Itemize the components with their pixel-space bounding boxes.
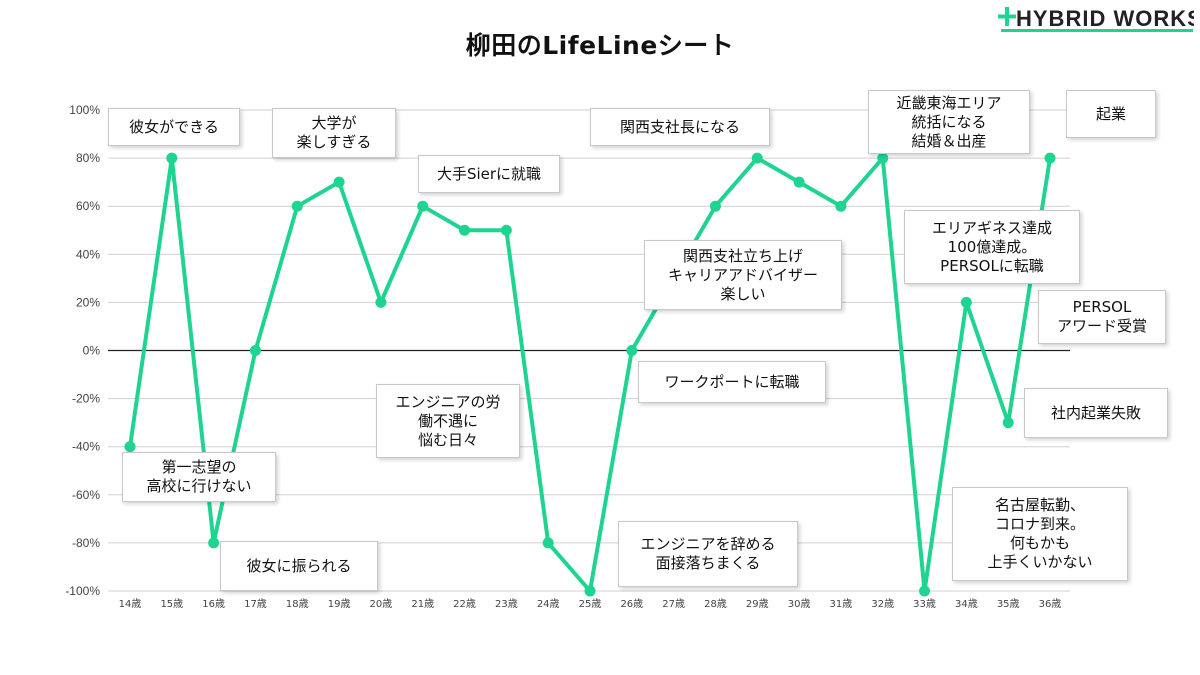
data-points <box>124 152 1056 597</box>
x-tick-label: 21歳 <box>411 598 434 610</box>
y-tick-label: 60% <box>76 199 100 213</box>
annotation-callout: エリアギネス達成 100億達成。 PERSOLに転職 <box>904 210 1080 284</box>
x-tick-label: 34歳 <box>955 598 978 610</box>
x-tick-label: 16歳 <box>202 598 225 610</box>
x-tick-label: 29歳 <box>746 598 769 610</box>
data-point <box>124 441 136 453</box>
data-point <box>375 296 387 308</box>
annotation-callout: 関西支社立ち上げ キャリアアドバイザー 楽しい <box>644 240 842 310</box>
data-point <box>877 152 889 164</box>
data-point <box>417 200 429 212</box>
x-tick-label: 26歳 <box>620 598 643 610</box>
y-tick-label: -100% <box>65 584 100 598</box>
annotation-callout: エンジニアを辞める 面接落ちまくる <box>618 521 798 587</box>
annotation-callout: 社内起業失敗 <box>1024 388 1168 438</box>
x-tick-label: 35歳 <box>997 598 1020 610</box>
data-point <box>500 224 512 236</box>
svg-text:HYBRID WORKS: HYBRID WORKS <box>1016 6 1194 31</box>
x-tick-label: 23歳 <box>495 598 518 610</box>
x-tick-label: 27歳 <box>662 598 685 610</box>
annotation-callout: 大学が 楽しすぎる <box>272 108 396 158</box>
x-tick-label: 25歳 <box>579 598 602 610</box>
x-tick-label: 15歳 <box>160 598 183 610</box>
data-point <box>249 345 261 356</box>
data-point <box>919 585 931 597</box>
annotation-callout: 大手Sierに就職 <box>418 155 560 193</box>
data-point <box>1044 152 1056 164</box>
annotation-callout: 近畿東海エリア 統括になる 結婚＆出産 <box>868 90 1030 154</box>
annotation-callout: PERSOL アワード受賞 <box>1038 290 1166 344</box>
y-tick-label: 100% <box>69 103 100 117</box>
annotation-callout: 第一志望の 高校に行けない <box>122 452 276 502</box>
x-tick-label: 22歳 <box>453 598 476 610</box>
y-tick-label: 80% <box>76 151 100 165</box>
x-tick-label: 20歳 <box>370 598 393 610</box>
chart-title: 柳田のLifeLineシート <box>465 31 735 60</box>
y-tick-label: 0% <box>83 344 101 358</box>
x-axis-ticks: 14歳 15歳 16歳 17歳 18歳 19歳 20歳 21歳 22歳 23歳 24歳 25歳 26歳 2… <box>119 598 1062 610</box>
annotation-callout: 名古屋転勤、 コロナ到来。 何もかも 上手くいかない <box>952 487 1128 581</box>
data-point <box>626 345 638 356</box>
data-point <box>1002 417 1014 429</box>
annotation-callout: 彼女に振られる <box>220 541 378 591</box>
y-tick-label: -40% <box>72 440 100 454</box>
data-point <box>960 296 972 308</box>
annotation-callout: 起業 <box>1066 90 1156 138</box>
data-point <box>333 176 345 188</box>
annotation-callout: 関西支社長になる <box>590 108 770 146</box>
x-tick-label: 32歳 <box>871 598 894 610</box>
annotation-callout: エンジニアの労 働不遇に 悩む日々 <box>376 384 520 458</box>
x-tick-label: 18歳 <box>286 598 309 610</box>
data-point <box>793 176 805 188</box>
logo-text: HYBRID WORKS <box>1016 6 1194 31</box>
data-point <box>208 537 220 549</box>
data-point <box>709 200 721 212</box>
x-tick-label: 30歳 <box>788 598 811 610</box>
y-tick-label: 40% <box>76 247 100 261</box>
x-tick-label: 14歳 <box>119 598 142 610</box>
x-tick-label: 17歳 <box>244 598 267 610</box>
data-point <box>751 152 763 164</box>
annotation-callout: 彼女ができる <box>108 108 240 146</box>
y-axis-ticks: 100% 80% 60% 40% 20% 0% -20% -40% -60% -80% -100% <box>65 103 100 598</box>
data-point <box>166 152 178 164</box>
x-tick-label: 33歳 <box>913 598 936 610</box>
data-point <box>835 200 847 212</box>
y-tick-label: -80% <box>72 536 100 550</box>
data-point <box>459 224 471 236</box>
x-tick-label: 36歳 <box>1039 598 1062 610</box>
annotation-callout: ワークポートに転職 <box>638 361 826 403</box>
y-tick-label: -60% <box>72 488 100 502</box>
x-tick-label: 19歳 <box>328 598 351 610</box>
hybrid-works-logo: HYBRID WORKS <box>998 4 1194 34</box>
data-point <box>291 200 303 212</box>
x-tick-label: 24歳 <box>537 598 560 610</box>
x-tick-label: 31歳 <box>830 598 853 610</box>
x-tick-label: 28歳 <box>704 598 727 610</box>
data-point <box>542 537 554 549</box>
data-point <box>584 585 596 597</box>
y-tick-label: -20% <box>72 392 100 406</box>
y-tick-label: 20% <box>76 295 100 309</box>
